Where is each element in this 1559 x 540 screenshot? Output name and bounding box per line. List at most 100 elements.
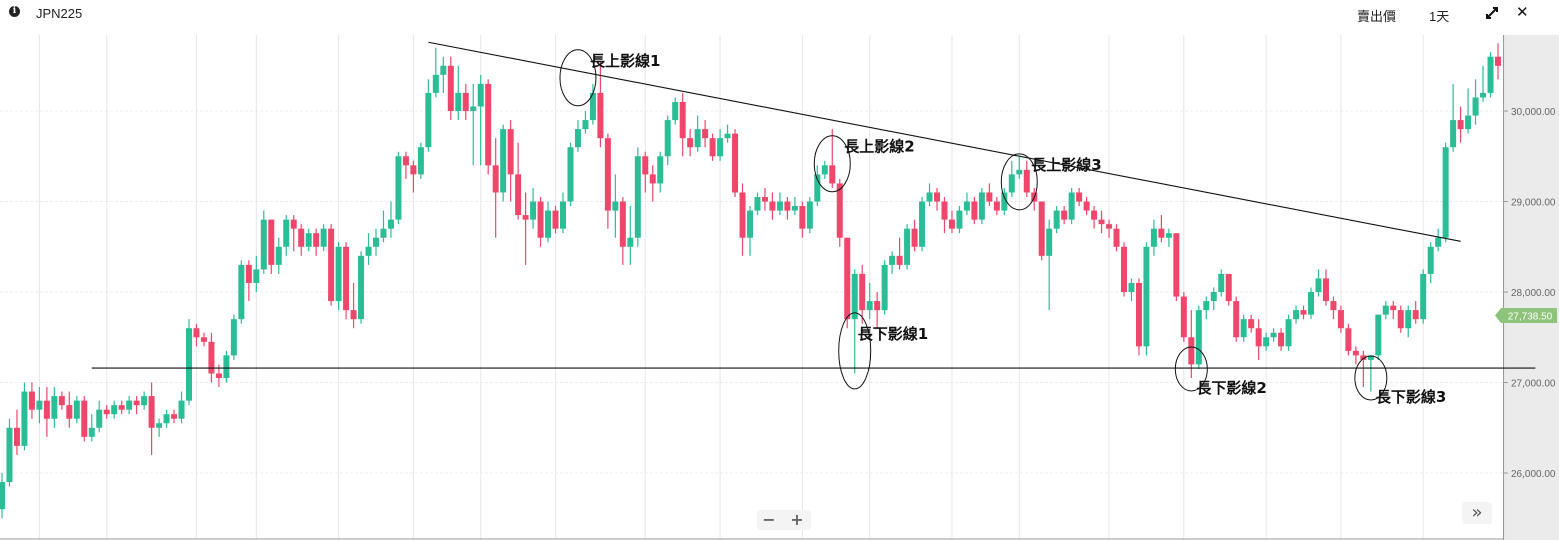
candle-body	[919, 201, 926, 247]
candle	[1008, 160, 1015, 197]
candle-body	[215, 373, 222, 379]
candle-body	[470, 106, 477, 112]
candle	[560, 192, 566, 234]
candle	[492, 138, 499, 238]
candle-body	[1248, 319, 1255, 329]
candle	[43, 387, 50, 437]
candle-body	[1480, 92, 1487, 98]
candle	[1375, 314, 1382, 360]
candle	[874, 292, 881, 329]
price-type-selector[interactable]: 賣出價	[1357, 9, 1397, 24]
candle-body	[747, 210, 753, 238]
candle-body	[560, 201, 566, 229]
candle-body	[1076, 192, 1083, 202]
candle	[1083, 196, 1090, 216]
candle-body	[634, 156, 641, 238]
candle	[911, 219, 918, 252]
candle	[1038, 201, 1045, 261]
candle-body	[410, 165, 417, 175]
candle	[432, 47, 439, 98]
info-icon[interactable]: i	[9, 6, 20, 17]
candle	[679, 92, 686, 157]
trendlines	[91, 41, 1536, 369]
candle-body	[702, 129, 709, 139]
candle	[649, 165, 656, 202]
candle-body	[761, 196, 768, 202]
candle	[1285, 314, 1292, 351]
candle-body	[1046, 228, 1053, 256]
candle-body	[1367, 355, 1374, 360]
candle-body	[1345, 328, 1352, 351]
candle	[926, 183, 933, 207]
candle-body	[440, 65, 447, 75]
zoom-out-button[interactable]: −	[762, 510, 776, 529]
candle-body	[477, 83, 484, 107]
candle	[1420, 269, 1427, 324]
candle-body	[1293, 310, 1300, 320]
candle-body	[574, 129, 581, 148]
candle-body	[739, 192, 746, 238]
zoom-in-button[interactable]: +	[790, 510, 804, 529]
candle	[1076, 187, 1083, 207]
price-axis[interactable]	[1503, 35, 1559, 540]
candle-body	[373, 237, 379, 247]
candle-body	[1330, 301, 1337, 311]
candle-body	[417, 147, 424, 175]
annotation: 長下影線3	[1354, 355, 1446, 406]
candle	[1188, 310, 1195, 379]
candle	[440, 56, 447, 93]
candle-body	[425, 92, 432, 148]
candle-body	[275, 246, 282, 265]
candle-body	[941, 201, 948, 220]
candle	[604, 133, 611, 229]
candle-body	[552, 210, 559, 229]
candle	[178, 391, 185, 424]
candle	[380, 210, 387, 243]
candle	[582, 111, 589, 134]
candle-body	[1322, 278, 1329, 302]
candle	[1001, 187, 1008, 216]
candle-body	[51, 396, 58, 419]
scroll-to-latest-button[interactable]: »	[1462, 502, 1492, 524]
candle	[1016, 156, 1023, 179]
close-icon[interactable]: ✕	[1516, 3, 1529, 21]
candle-body	[1008, 174, 1015, 193]
expand-icon[interactable]	[1484, 5, 1500, 21]
candle	[664, 115, 671, 166]
candle	[290, 215, 297, 252]
candle	[118, 400, 125, 415]
candle	[200, 332, 207, 347]
candle	[574, 120, 581, 152]
candle-body	[1023, 169, 1030, 193]
y-tick-label: 29,000.00	[1511, 198, 1556, 209]
candle	[1173, 233, 1180, 302]
candle	[821, 160, 828, 179]
annotation: 長上影線1	[559, 49, 660, 107]
annotation-ellipse	[1354, 355, 1388, 401]
candle-body	[1180, 296, 1187, 338]
candle-body	[208, 341, 215, 374]
candle-body	[163, 414, 170, 424]
candle	[799, 201, 806, 238]
candle	[350, 282, 357, 329]
candle	[552, 206, 559, 234]
candle-body	[298, 228, 305, 247]
candle-body	[642, 156, 649, 175]
candle	[769, 192, 776, 220]
candle	[1472, 79, 1479, 125]
candle	[6, 418, 13, 487]
candle-body	[1397, 310, 1404, 329]
candle-body	[1240, 319, 1247, 338]
candle-body	[1053, 210, 1060, 229]
candle-body	[88, 427, 95, 437]
candle	[1390, 301, 1397, 320]
candle-body	[732, 133, 739, 193]
candle	[919, 196, 926, 252]
candle	[305, 228, 312, 252]
candle	[896, 237, 903, 270]
candle	[1487, 52, 1494, 98]
interval-selector[interactable]: 1天	[1429, 9, 1450, 24]
candle	[1128, 278, 1135, 302]
candle-body	[13, 427, 20, 446]
